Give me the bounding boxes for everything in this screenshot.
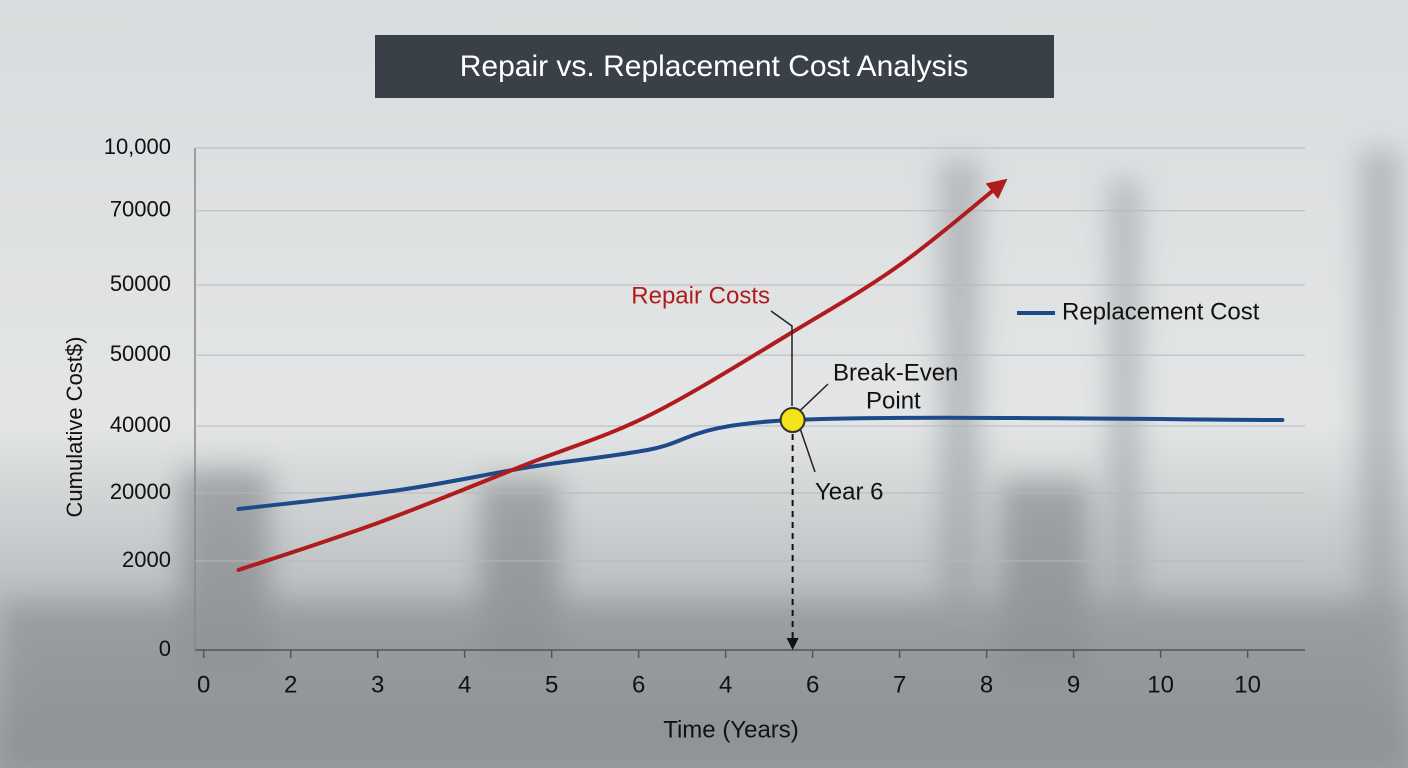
chart-title: Repair vs. Replacement Cost Analysis — [460, 50, 969, 83]
background-blur — [0, 150, 1408, 768]
break-even-label: Point — [866, 387, 921, 414]
x-tick-label: 8 — [980, 671, 993, 698]
x-tick-label: 9 — [1067, 671, 1080, 698]
y-tick-label: 0 — [159, 636, 171, 661]
leader-line — [770, 310, 793, 407]
x-tick-label: 0 — [197, 671, 210, 698]
x-tick-label: 6 — [632, 671, 645, 698]
series-line — [236, 415, 1285, 512]
series-label: Repair Costs — [631, 282, 770, 309]
y-tick-label: 50000 — [110, 271, 171, 296]
x-tick-label: 10 — [1234, 671, 1261, 698]
y-tick-label: 10,000 — [104, 134, 171, 159]
leader-line — [800, 383, 829, 411]
x-tick-label: 2 — [284, 671, 297, 698]
y-tick-label: 20000 — [110, 479, 171, 504]
x-tick-label: 7 — [893, 671, 906, 698]
x-tick-label: 3 — [371, 671, 384, 698]
legend-label: Replacement Cost — [1062, 298, 1260, 325]
series-line — [236, 178, 1008, 572]
break-even-label: Break-Even — [833, 359, 958, 386]
x-tick-label: 5 — [545, 671, 558, 698]
y-axis-label: Cumulative Cost$) — [62, 337, 87, 518]
year-label: Year 6 — [815, 478, 884, 505]
y-tick-label: 50000 — [110, 341, 171, 366]
title-box — [375, 35, 1054, 98]
break-even-point — [779, 407, 806, 434]
x-axis-label: Time (Years) — [663, 716, 799, 743]
leader-line — [799, 429, 816, 473]
x-tick-label: 4 — [458, 671, 471, 698]
x-tick-label: 4 — [719, 671, 732, 698]
x-tick-label: 6 — [806, 671, 819, 698]
x-tick-label: 10 — [1147, 671, 1174, 698]
y-tick-label: 70000 — [110, 197, 171, 222]
y-tick-label: 2000 — [122, 547, 171, 572]
y-tick-label: 40000 — [110, 412, 171, 437]
